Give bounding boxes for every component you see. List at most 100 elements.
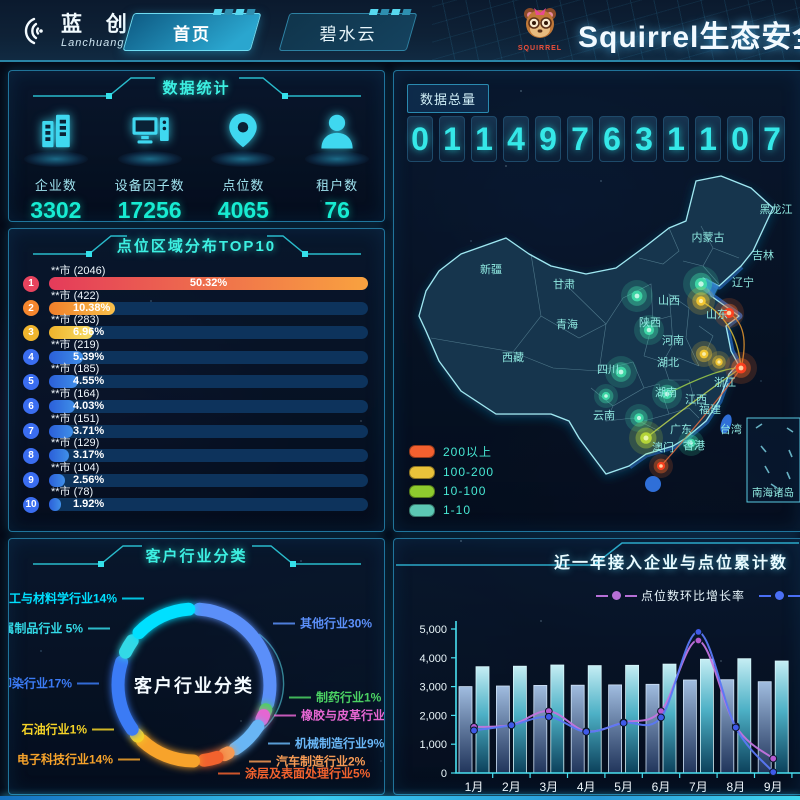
line-blue [473,630,774,773]
top10-row-label: **市 (129) [51,437,100,450]
app-title: Squirrel生态安全云平台 [578,21,800,54]
logo-icon [24,17,43,45]
tab-碧水云[interactable]: 碧水云 [278,9,418,51]
trend-legend-item[interactable]: 点位数环比增长率 [595,587,745,604]
y-axis-tick: 0 [441,768,447,780]
trend-legend-item[interactable] [759,591,800,600]
stat-value: 3302 [30,197,82,222]
label-leader-line [88,627,110,629]
bar-percent-label: 3.17% [73,449,105,462]
donut-segment [111,655,139,736]
south-sea-inset: 南海诸岛 [746,417,800,503]
tab-首页[interactable]: 首页 [122,9,262,51]
bar-percent-label: 4.03% [73,399,105,412]
donut-segment-label: 钢铁与金属制品行业 5% [9,620,110,637]
top10-bar-list: **市 (2046) 1 50.32% **市 (422) 2 10.38% **市 (28… [23,265,368,513]
tab-label: 首页 [173,24,211,44]
donut-segment [132,602,196,640]
donut-segment-label: 机械制造行业9% [268,735,384,752]
donut-segment [228,719,265,756]
heat-spot-red [649,454,673,478]
map-legend-item[interactable]: 100-200 [409,465,494,479]
bar-series1 [645,683,660,774]
mascot-label: SQUIRREL [517,45,563,52]
counter-digit: 0 [407,116,433,162]
donut-segment [258,703,273,719]
stat-value: 4065 [217,197,269,222]
top10-row-label: **市 (422) [51,289,100,302]
y-axis-tick: 1,000 [419,739,447,751]
panel-header-decoration [32,235,361,257]
legend-swatch [409,484,435,498]
icon-platform-decoration [117,151,182,167]
top10-row-label: **市 (104) [51,461,100,474]
x-axis-month-label: 9月 [764,780,783,794]
stats-row: 企业数 3302 设备因子数 17256 点位数 4065 租户数 76 [9,109,384,222]
stat-label: 企业数 [34,178,77,193]
legend-dot [775,591,784,600]
label-leader-line [122,597,144,599]
province-label: 黑龙江 [760,203,793,216]
top10-bar-line: 2 10.38% [23,300,368,317]
bar-fill [49,375,78,389]
bar-track: 6.96% [49,326,368,340]
flight-arc [660,367,742,467]
bar-track: 1.92% [49,498,368,512]
stat-点位数: 点位数 4065 [197,109,291,222]
province-label: 河南 [662,334,684,347]
counter-digit: 1 [439,116,465,162]
panel-region-top10: 点位区域分布TOP10 **市 (2046) 1 50.32% **市 (422) 2 1… [8,228,385,532]
stat-设备因子数: 设备因子数 17256 [103,109,197,221]
map-legend-item[interactable]: 200以上 [409,443,494,460]
bar-track: 5.39% [49,350,368,364]
panel-header-decoration [32,77,361,99]
x-axis-month-label: 1月 [465,780,484,794]
province-label: 青海 [556,317,578,331]
legend-swatch [409,503,435,517]
panel-yearly-trend: 近一年接入企业与点位累计数 点位数环比增长率 0 1,000 2,000 3,000 4… [393,538,800,795]
donut-segment-label: 电子科技行业14% [17,751,140,768]
legend-label: 1-10 [443,503,472,517]
panel-header-decoration [32,545,361,567]
bar-fill [49,498,62,512]
data-total-label: 数据总量 [407,84,490,113]
counter-digit: 9 [535,116,561,162]
top10-bar-line: 8 3.17% [23,447,368,464]
map-legend-item[interactable]: 1-10 [409,503,494,517]
table-row: **市 (2046) 1 50.32% [23,265,368,292]
bar-percent-label: 2.56% [73,473,105,486]
label-text: 化工与材料学行业14% [8,591,117,606]
donut-segment [218,746,235,762]
top10-bar-line: 1 50.32% [23,275,368,292]
map-legend-item[interactable]: 10-100 [409,484,494,498]
heat-spot-yellow [691,341,717,367]
table-row: **市 (185) 5 4.55% [23,363,368,390]
bar-track: 4.03% [49,399,368,413]
donut-segment-label: 石油行业1% [22,721,114,738]
taiwan-island [720,414,732,434]
bar-track: 3.17% [49,449,368,463]
stat-租户数: 租户数 76 [290,109,384,221]
label-text: 其他行业30% [300,616,373,631]
stat-icon-wrap [23,109,89,167]
x-axis-month-label: 6月 [652,780,671,794]
heat-spots [594,266,757,478]
heat-spot-red [714,298,744,328]
table-row: **市 (283) 3 6.96% [23,314,368,341]
svg-text:南海诸岛: 南海诸岛 [752,486,794,499]
tab-label: 碧水云 [319,24,377,44]
top10-bar-line: 9 2.56% [23,472,368,489]
line-point-blue [769,768,778,777]
icon-platform-decoration [305,151,370,167]
province-label: 内蒙古 [692,230,725,244]
bar-series2 [662,663,677,774]
label-text: 汽车制造行业2% [276,754,366,769]
province-label: 四川 [597,364,619,376]
icon-platform-decoration [211,151,276,167]
table-row: **市 (151) 7 3.71% [23,413,368,440]
label-leader-line [273,622,295,624]
province-label: 新疆 [480,262,502,276]
mascot: SQUIRREL [512,4,568,52]
y-axis-tick: 5,000 [419,624,447,636]
